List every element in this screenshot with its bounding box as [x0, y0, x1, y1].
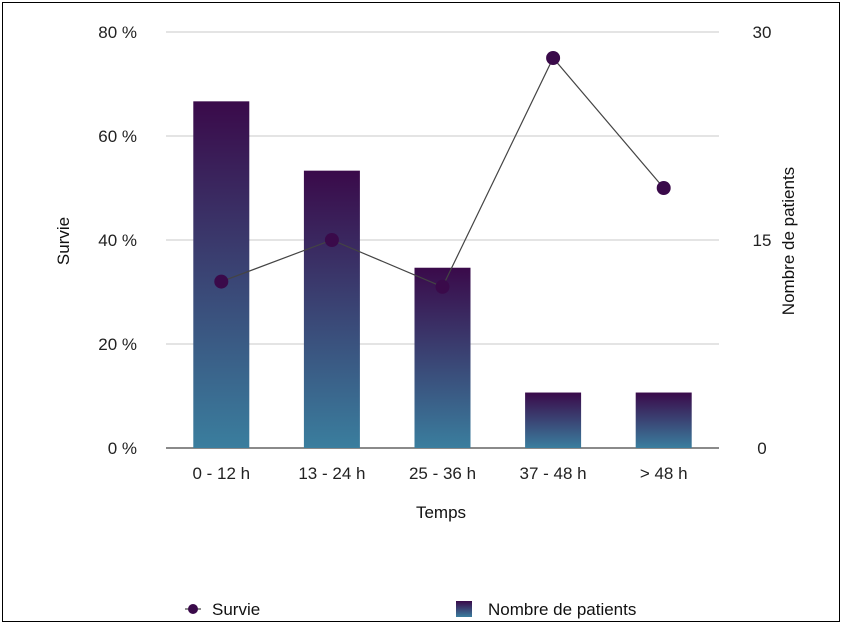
- survie-point: [546, 51, 561, 65]
- y-tick-label: 80 %: [98, 23, 137, 42]
- y-axis-title: Survie: [54, 217, 73, 265]
- x-tick-label: 25 - 36 h: [409, 464, 476, 483]
- left-axis-ticks: 0 % 20 % 40 % 60 % 80 %: [98, 23, 137, 458]
- survie-line: [221, 56, 665, 288]
- y2-tick-label: 30: [753, 23, 772, 42]
- y2-axis-title: Nombre de patients: [779, 167, 798, 315]
- x-axis-title: Temps: [416, 503, 466, 522]
- survie-point: [214, 274, 229, 289]
- y-tick-label: 60 %: [98, 127, 137, 146]
- bar: [525, 392, 582, 448]
- y2-tick-label: 0: [757, 439, 766, 458]
- x-tick-label: 37 - 48 h: [520, 464, 587, 483]
- legend-item-patients: Nombre de patients: [456, 600, 636, 619]
- survie-point: [324, 233, 339, 247]
- survie-point: [656, 181, 671, 195]
- legend-patients-swatch: [456, 601, 472, 617]
- y2-tick-label: 15: [753, 231, 772, 250]
- bar: [303, 170, 360, 448]
- y-tick-label: 40 %: [98, 231, 137, 250]
- legend: Survie Nombre de patients: [185, 600, 636, 619]
- x-tick-label: 13 - 24 h: [298, 464, 365, 483]
- bar: [635, 392, 692, 448]
- x-tick-label: > 48 h: [640, 464, 688, 483]
- x-tick-label: 0 - 12 h: [192, 464, 250, 483]
- legend-survie-label: Survie: [212, 600, 260, 619]
- line-series: [214, 51, 671, 294]
- y-tick-label: 20 %: [98, 335, 137, 354]
- legend-patients-label: Nombre de patients: [488, 600, 636, 619]
- x-axis-ticks: 0 - 12 h 13 - 24 h 25 - 36 h 37 - 48 h > 48 …: [192, 464, 687, 483]
- bar: [414, 267, 471, 448]
- bar-series: [193, 101, 692, 448]
- right-axis-ticks: 0 15 30: [753, 23, 772, 458]
- y-tick-label: 0 %: [108, 439, 137, 458]
- legend-item-survie: Survie: [185, 600, 260, 619]
- legend-survie-marker: [188, 604, 198, 614]
- survie-point: [435, 279, 450, 294]
